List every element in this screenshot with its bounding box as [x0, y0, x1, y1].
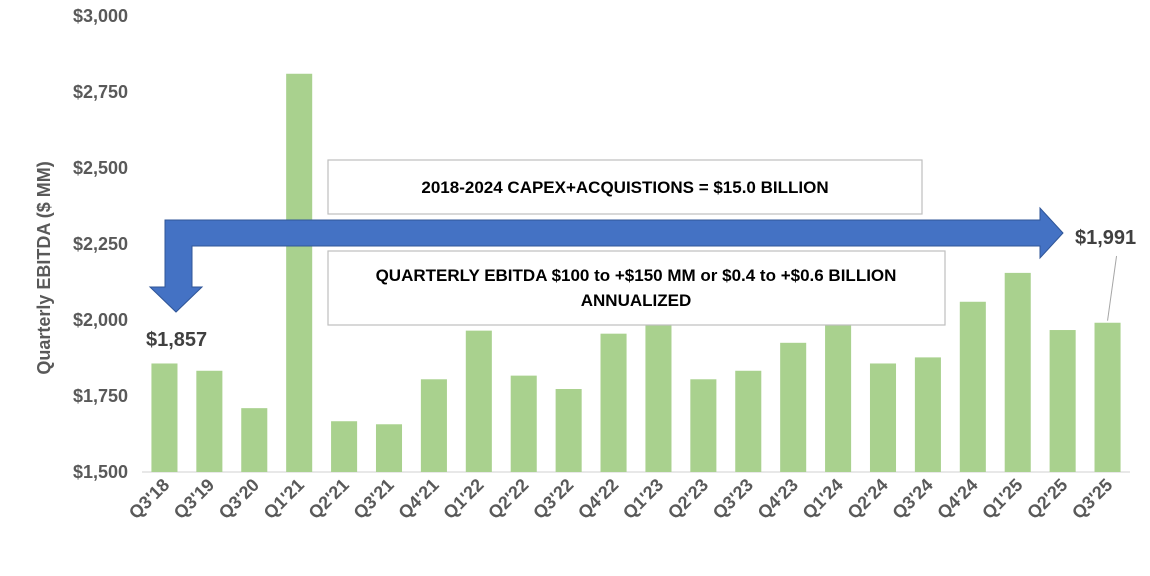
x-tick-label: Q2'24 — [844, 475, 892, 523]
x-tick-label: Q2'25 — [1023, 475, 1071, 523]
x-tick-label: Q4'23 — [754, 475, 802, 523]
x-tick-label: Q3'23 — [709, 475, 757, 523]
bars-layer — [151, 73, 1121, 472]
bar-Q224 — [869, 363, 897, 472]
bar-Q421 — [420, 379, 447, 472]
y-tick-label: $2,750 — [73, 82, 128, 102]
y-tick-label: $2,000 — [73, 310, 128, 330]
data-label-first: $1,857 — [146, 329, 207, 351]
bar-Q323 — [735, 370, 762, 472]
bar-Q321 — [375, 424, 403, 472]
bar-Q320 — [241, 408, 268, 472]
x-tick-label: Q3'21 — [350, 475, 398, 523]
x-tick-label: Q1'22 — [439, 475, 487, 523]
capex-annotation-box — [327, 159, 923, 215]
x-tick-label: Q4'24 — [933, 475, 981, 523]
x-tick-label: Q4'21 — [394, 475, 442, 523]
x-tick-label: Q3'25 — [1068, 475, 1116, 523]
y-tick-label: $2,250 — [73, 234, 128, 254]
x-tick-label: Q3'20 — [215, 475, 263, 523]
x-tick-label: Q2'23 — [664, 475, 712, 523]
y-tick-label: $1,750 — [73, 386, 128, 406]
bar-Q325 — [1094, 322, 1121, 472]
x-tick-labels: Q3'18Q3'19Q3'20Q1'21Q2'21Q3'21Q4'21Q1'22… — [125, 475, 1116, 523]
ebitda-annotation-line1: QUARTERLY EBITDA $100 to +$150 MM or $0.… — [376, 266, 897, 285]
bar-Q225 — [1049, 330, 1076, 472]
bar-Q322 — [555, 389, 582, 472]
x-tick-label: Q3'22 — [529, 475, 577, 523]
bar-Q319 — [196, 370, 223, 472]
data-label-leader-line — [1107, 255, 1118, 321]
x-tick-label: Q2'21 — [305, 475, 353, 523]
x-tick-label: Q3'18 — [125, 475, 173, 523]
y-tick-label: $2,500 — [73, 158, 128, 178]
x-tick-label: Q3'19 — [170, 475, 218, 523]
bar-Q424 — [959, 301, 986, 472]
bar-Q423 — [780, 342, 807, 472]
ebitda-annotation-box — [327, 250, 946, 326]
capex-arrow — [148, 206, 1064, 313]
y-tick-label: $1,500 — [73, 462, 128, 482]
bar-Q121 — [286, 73, 313, 472]
x-tick-label: Q3'24 — [888, 475, 936, 523]
bar-Q222 — [510, 375, 537, 472]
data-label-last: $1,991 — [1075, 227, 1136, 249]
bar-Q123 — [645, 320, 672, 472]
x-tick-label: Q1'21 — [260, 475, 308, 523]
data-labels-layer: $1,857 $1,991 — [146, 227, 1136, 351]
arrow-layer — [148, 206, 1064, 313]
bar-Q318 — [151, 363, 178, 472]
y-axis-title: Quarterly EBITDA ($ MM) — [34, 161, 54, 374]
x-tick-label: Q4'22 — [574, 475, 622, 523]
bar-Q122 — [465, 330, 492, 472]
bar-Q124 — [825, 320, 852, 472]
y-tick-label: $3,000 — [73, 6, 128, 26]
x-tick-label: Q2'22 — [484, 475, 532, 523]
bar-Q221 — [331, 421, 358, 472]
annotation-layer: 2018-2024 CAPEX+ACQUISTIONS = $15.0 BILL… — [327, 159, 946, 326]
capex-annotation-text: 2018-2024 CAPEX+ACQUISTIONS = $15.0 BILL… — [421, 178, 828, 197]
bar-Q422 — [600, 333, 627, 472]
bar-Q223 — [690, 379, 717, 472]
x-tick-label: Q1'24 — [799, 475, 847, 523]
bar-Q324 — [914, 357, 941, 472]
ebitda-annotation-line2: ANNUALIZED — [581, 291, 692, 310]
bar-Q125 — [1004, 272, 1031, 472]
x-tick-label: Q1'23 — [619, 475, 667, 523]
axis-layer: $1,500 $1,750 $2,000 $2,250 $2,500 $2,750 $3,0… — [73, 6, 1130, 482]
x-tick-label: Q1'25 — [978, 475, 1026, 523]
